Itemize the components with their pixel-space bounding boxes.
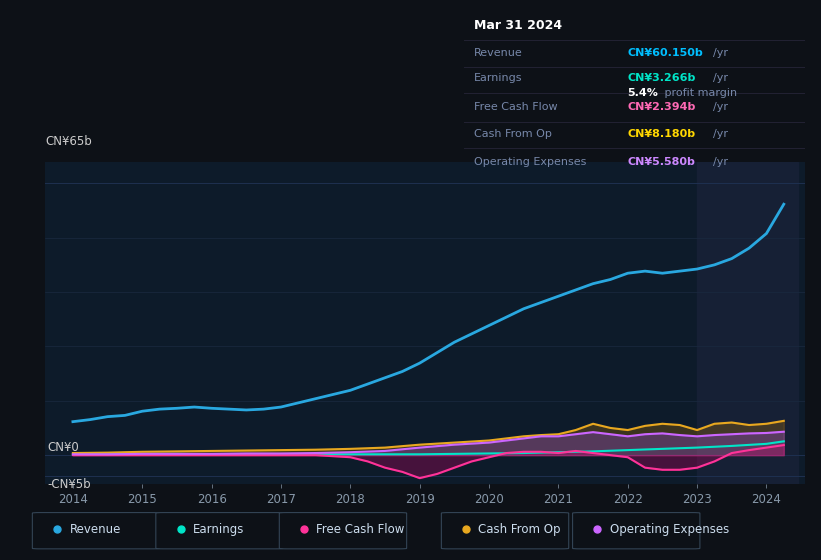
FancyBboxPatch shape	[442, 512, 569, 549]
Text: -CN¥5b: -CN¥5b	[48, 478, 91, 491]
Text: CN¥3.266b: CN¥3.266b	[627, 73, 695, 83]
Text: Revenue: Revenue	[474, 48, 523, 58]
Text: CN¥60.150b: CN¥60.150b	[627, 48, 703, 58]
Text: 5.4%: 5.4%	[627, 88, 658, 99]
Text: profit margin: profit margin	[662, 88, 737, 99]
FancyBboxPatch shape	[279, 512, 406, 549]
Text: Cash From Op: Cash From Op	[474, 129, 552, 139]
Text: CN¥0: CN¥0	[48, 441, 79, 454]
Text: /yr: /yr	[713, 157, 727, 167]
Text: Earnings: Earnings	[193, 522, 244, 536]
Text: Operating Expenses: Operating Expenses	[474, 157, 586, 167]
Text: Revenue: Revenue	[70, 522, 121, 536]
Text: CN¥5.580b: CN¥5.580b	[627, 157, 695, 167]
Text: Mar 31 2024: Mar 31 2024	[474, 18, 562, 31]
Text: /yr: /yr	[713, 102, 727, 112]
FancyBboxPatch shape	[156, 512, 283, 549]
Bar	[697, 162, 798, 484]
Text: Earnings: Earnings	[474, 73, 523, 83]
Text: CN¥2.394b: CN¥2.394b	[627, 102, 695, 112]
FancyBboxPatch shape	[32, 512, 159, 549]
Text: Free Cash Flow: Free Cash Flow	[474, 102, 557, 112]
Text: /yr: /yr	[713, 73, 727, 83]
Text: Operating Expenses: Operating Expenses	[610, 522, 729, 536]
FancyBboxPatch shape	[572, 512, 700, 549]
Text: Free Cash Flow: Free Cash Flow	[316, 522, 405, 536]
Text: CN¥8.180b: CN¥8.180b	[627, 129, 695, 139]
Text: Cash From Op: Cash From Op	[479, 522, 561, 536]
Text: /yr: /yr	[713, 129, 727, 139]
Text: CN¥65b: CN¥65b	[45, 136, 92, 148]
Text: /yr: /yr	[713, 48, 727, 58]
